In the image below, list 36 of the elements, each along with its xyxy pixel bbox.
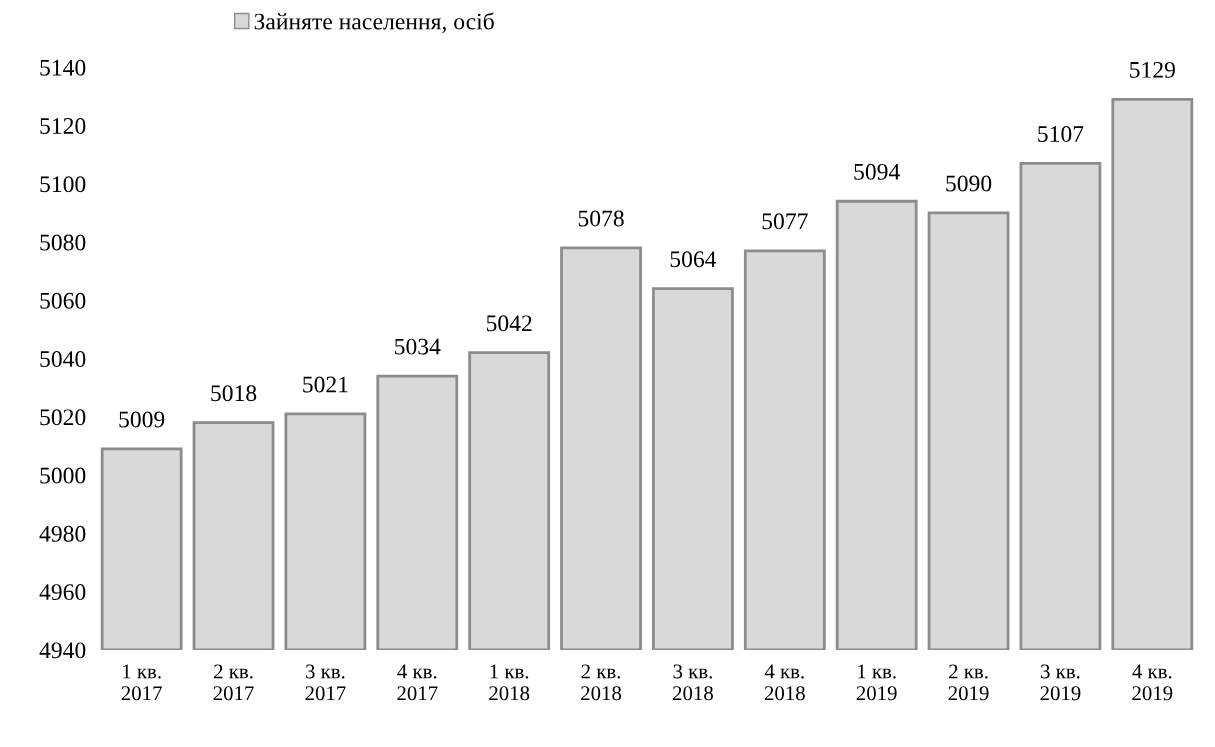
y-tick-label: 4940 bbox=[39, 642, 86, 659]
data-label: 5077 bbox=[762, 213, 808, 230]
x-tick-label: 2 кв. 2017 bbox=[213, 664, 254, 701]
data-label: 5018 bbox=[211, 385, 257, 402]
x-tick-label: 1 кв. 2019 bbox=[856, 664, 897, 701]
x-tick-label: 3 кв. 2018 bbox=[673, 664, 713, 701]
data-label: 5094 bbox=[854, 163, 900, 180]
x-tick-label: 4 кв. 2017 bbox=[397, 664, 438, 701]
y-tick-label: 5020 bbox=[40, 409, 86, 426]
data-label: 5090 bbox=[946, 175, 992, 192]
data-label: 5034 bbox=[395, 338, 441, 355]
y-tick-label: 5000 bbox=[40, 467, 86, 484]
data-label: 5021 bbox=[303, 376, 348, 393]
y-tick-label: 5060 bbox=[40, 292, 86, 309]
y-tick-label: 4960 bbox=[39, 584, 86, 601]
x-tick-label: 4 кв. 2018 bbox=[764, 664, 805, 701]
legend-label: Зайняте населення, осіб bbox=[254, 12, 494, 33]
data-label: 5042 bbox=[486, 315, 532, 332]
x-tick-label: 4 кв. 2019 bbox=[1132, 664, 1173, 701]
data-label: 5129 bbox=[1130, 61, 1175, 78]
data-label: 5107 bbox=[1038, 125, 1084, 142]
data-label: 5064 bbox=[670, 251, 717, 268]
y-tick-label: 5120 bbox=[40, 117, 86, 134]
y-tick-label: 5080 bbox=[40, 234, 86, 251]
x-tick-label: 2 кв. 2018 bbox=[581, 664, 622, 701]
data-label: 5009 bbox=[119, 411, 165, 428]
x-tick-label: 1 кв. 2018 bbox=[489, 664, 530, 701]
y-tick-label: 5040 bbox=[40, 351, 86, 367]
x-tick-label: 1 кв. 2017 bbox=[121, 664, 162, 701]
x-tick-label: 2 кв. 2019 bbox=[948, 664, 989, 701]
x-tick-label: 3 кв. 2019 bbox=[1040, 664, 1081, 701]
y-tick-label: 4980 bbox=[39, 525, 86, 542]
y-tick-label: 5140 bbox=[40, 59, 86, 76]
x-tick-label: 3 кв. 2017 bbox=[305, 664, 346, 701]
y-tick-label: 5100 bbox=[40, 176, 86, 193]
data-label: 5078 bbox=[578, 210, 624, 227]
